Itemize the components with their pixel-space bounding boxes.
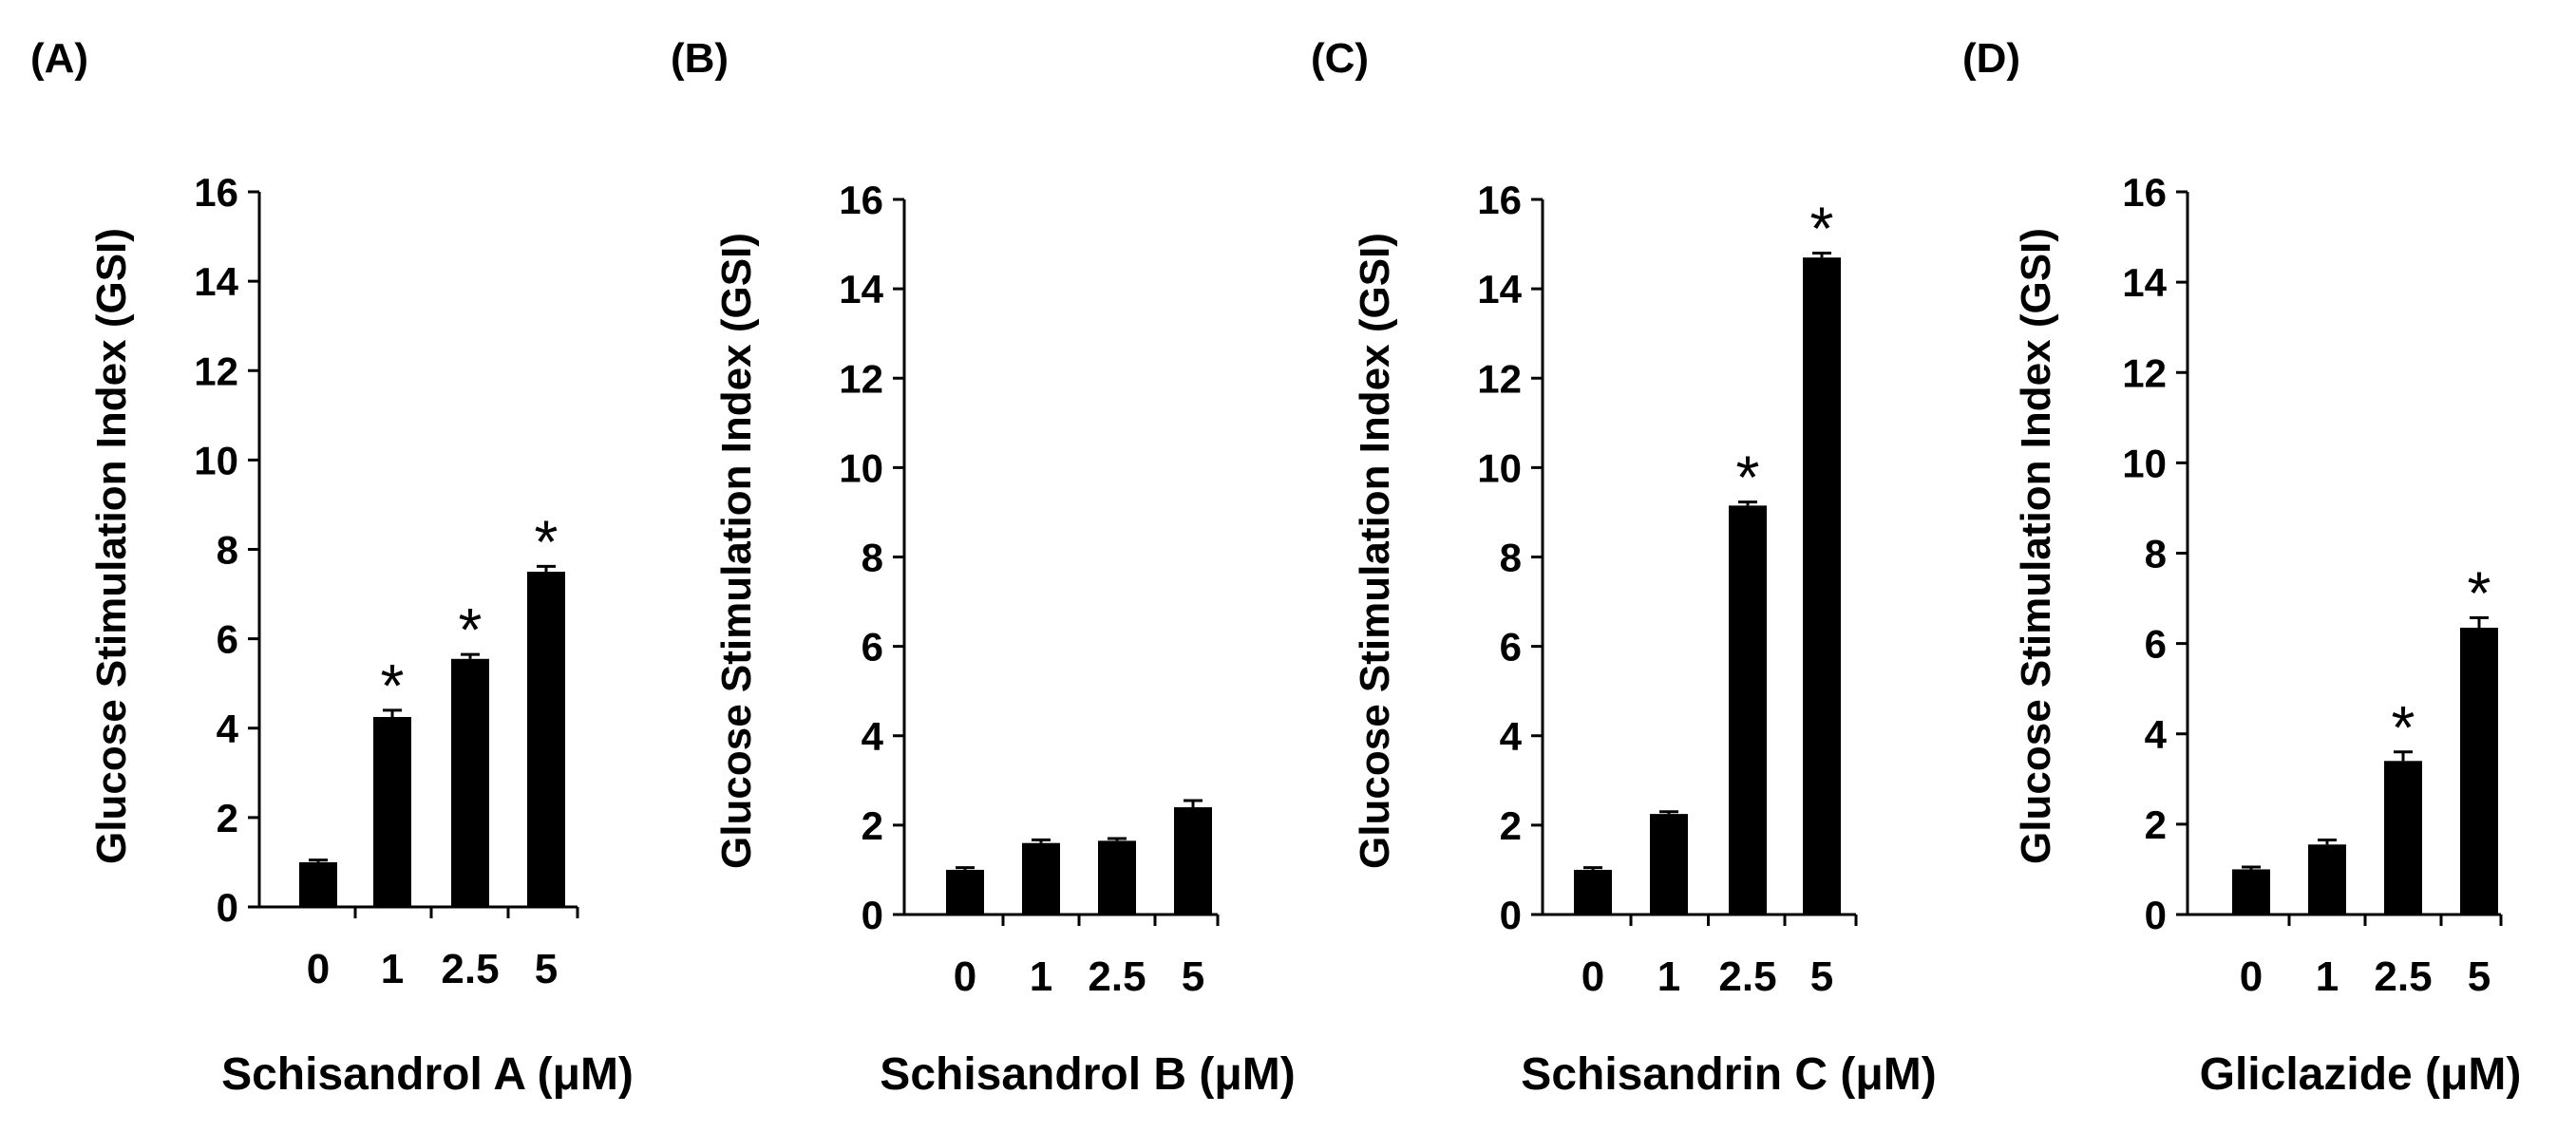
x-axis-title: Schisandrol B (μM): [880, 1049, 1295, 1100]
y-tick-label: 12: [2122, 350, 2167, 395]
y-tick-label: 4: [217, 707, 239, 751]
x-tick-label: 0: [954, 953, 976, 1000]
bar: [1174, 807, 1212, 915]
y-tick-label: 8: [217, 528, 238, 573]
significance-marker: *: [1810, 194, 1834, 262]
bar: [1098, 840, 1136, 915]
plot-area: 0 2 4 6 8 10 12 14 16 0 1 2.5 * 5 *: [2122, 170, 2503, 1000]
y-tick-label: 2: [217, 796, 238, 840]
plot-area: 0 2 4 6 8 10 12 14 16 0 1 2.5 * 5 *: [1477, 178, 1858, 1000]
y-tick-label: 2: [862, 803, 883, 848]
y-tick-label: 14: [839, 267, 883, 311]
y-tick-label: 14: [2122, 260, 2167, 305]
panel-label: (B): [671, 35, 729, 82]
significance-marker: *: [535, 507, 559, 575]
bar: [2308, 844, 2346, 915]
panel-label: (A): [30, 35, 88, 82]
y-axis-title: Glucose Stimulation Index (GSI): [1352, 233, 1398, 869]
y-tick-label: 10: [2122, 441, 2167, 485]
y-tick-label: 8: [2145, 532, 2167, 576]
x-tick-label: 5: [1810, 953, 1833, 1000]
panel-label: (D): [1962, 35, 2020, 82]
panel-b: (B) Glucose Stimulation Index (GSI) Schi…: [671, 35, 1296, 1100]
y-tick-label: 0: [862, 893, 883, 937]
x-tick-label: 2.5: [441, 946, 499, 992]
y-tick-label: 16: [194, 170, 238, 215]
x-tick-label: 2.5: [1718, 953, 1776, 1000]
y-tick-label: 8: [1500, 536, 1522, 580]
bar: [1803, 257, 1841, 915]
significance-marker: *: [2392, 693, 2415, 762]
y-tick-label: 2: [1500, 803, 1522, 848]
significance-marker: *: [381, 651, 405, 720]
y-tick-label: 14: [1477, 267, 1522, 311]
y-tick-label: 8: [862, 536, 883, 580]
panel-d: (D) Glucose Stimulation Index (GSI) Glic…: [1962, 35, 2521, 1100]
bar: [946, 869, 984, 915]
x-tick-label: 5: [535, 946, 558, 992]
panel-a: (A) Glucose Stimulation Index (GSI) Schi…: [30, 35, 634, 1100]
bar: [1729, 505, 1767, 915]
y-tick-label: 12: [1477, 356, 1522, 401]
significance-marker: *: [459, 595, 483, 664]
x-tick-label: 1: [2316, 953, 2339, 1000]
y-tick-label: 0: [2145, 893, 2167, 937]
panel-c: (C) Glucose Stimulation Index (GSI) Schi…: [1311, 35, 1937, 1100]
bar: [2384, 761, 2422, 915]
x-tick-label: 2.5: [1088, 953, 1146, 1000]
panel-label: (C): [1311, 35, 1369, 82]
y-tick-label: 16: [2122, 170, 2167, 215]
y-axis-title: Glucose Stimulation Index (GSI): [88, 228, 135, 864]
bar: [527, 572, 565, 907]
x-axis-title: Gliclazide (μM): [2200, 1049, 2522, 1100]
y-tick-label: 6: [862, 625, 883, 670]
bar: [1022, 842, 1060, 915]
significance-marker: *: [2468, 559, 2491, 628]
y-tick-label: 4: [1500, 714, 1523, 759]
bar: [1650, 814, 1688, 915]
y-tick-label: 12: [839, 356, 883, 401]
bar: [373, 716, 411, 907]
bar: [2460, 627, 2498, 915]
y-tick-label: 4: [2145, 712, 2168, 757]
plot-area: 0 2 4 6 8 10 12 14 16 0 1 * 2.5 * 5 *: [194, 170, 579, 992]
y-tick-label: 10: [194, 438, 238, 482]
bar: [2232, 869, 2270, 915]
y-tick-label: 16: [839, 178, 883, 222]
y-tick-label: 10: [1477, 445, 1522, 490]
y-tick-label: 6: [2145, 622, 2167, 667]
bar: [299, 861, 337, 907]
y-axis-title: Glucose Stimulation Index (GSI): [2013, 228, 2059, 864]
plot-area: 0 2 4 6 8 10 12 14 16 0 1 2.5 5: [839, 178, 1220, 1000]
y-tick-label: 14: [194, 259, 238, 304]
y-tick-label: 2: [2145, 802, 2167, 847]
x-tick-label: 0: [1582, 953, 1604, 1000]
y-axis-title: Glucose Stimulation Index (GSI): [713, 233, 760, 869]
y-tick-label: 16: [1477, 178, 1522, 222]
y-tick-label: 4: [862, 714, 884, 759]
x-tick-label: 2.5: [2374, 953, 2432, 1000]
x-tick-label: 5: [1182, 953, 1204, 1000]
y-tick-label: 10: [839, 445, 883, 490]
y-tick-label: 12: [194, 349, 238, 393]
x-tick-label: 0: [2240, 953, 2263, 1000]
significance-marker: *: [1736, 443, 1760, 512]
bar: [1574, 869, 1612, 915]
x-axis-title: Schisandrol A (μM): [221, 1049, 634, 1100]
x-tick-label: 1: [381, 946, 404, 992]
x-tick-label: 1: [1030, 953, 1052, 1000]
y-tick-label: 6: [1500, 625, 1522, 670]
x-tick-label: 5: [2468, 953, 2491, 1000]
x-axis-title: Schisandrin C (μM): [1521, 1049, 1936, 1100]
y-tick-label: 0: [217, 885, 238, 930]
y-tick-label: 0: [1500, 893, 1522, 937]
y-tick-label: 6: [217, 617, 238, 662]
bar: [451, 658, 489, 907]
x-tick-label: 0: [307, 946, 330, 992]
x-tick-label: 1: [1657, 953, 1680, 1000]
